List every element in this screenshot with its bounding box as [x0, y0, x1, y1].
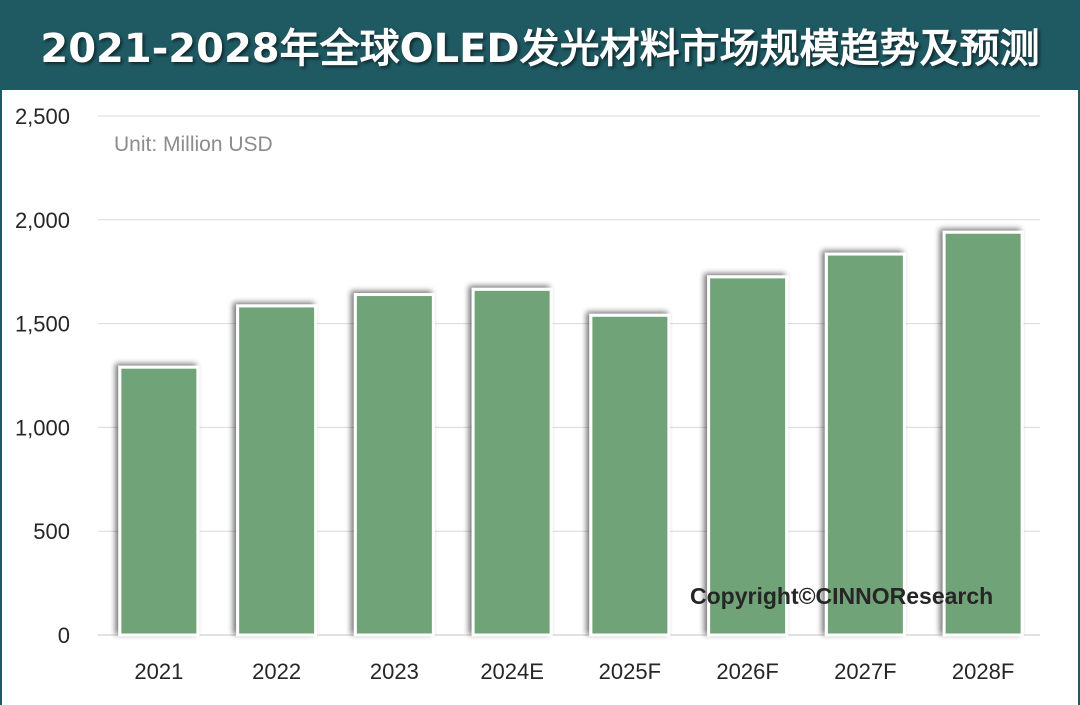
bar-2023 — [353, 293, 435, 637]
y-tick-label: 1,000 — [15, 415, 70, 440]
bar-chart: 0 500 1,000 1,500 2,000 2,500 2021 2022 2023 202… — [15, 104, 1040, 684]
bar-2028f — [942, 230, 1024, 637]
x-tick-label: 2024E — [480, 659, 544, 684]
unit-label: Unit: Million USD — [114, 133, 273, 156]
x-tick-label: 2028F — [952, 659, 1014, 684]
y-tick-label: 500 — [33, 519, 70, 544]
y-tick-label: 0 — [58, 623, 70, 648]
frame-left-border — [0, 90, 2, 705]
bar-2022 — [236, 304, 318, 637]
bar-2027f — [824, 252, 906, 637]
bar-2025f — [589, 313, 671, 637]
x-tick-label: 2022 — [252, 659, 301, 684]
title-bar: 2021-2028年全球OLED发光材料市场规模趋势及预测 — [0, 0, 1080, 90]
y-tick-label: 2,000 — [15, 208, 70, 233]
copyright-watermark: Copyright©CINNOResearch — [690, 583, 994, 609]
x-tick-label: 2026F — [716, 659, 778, 684]
bar-2026f — [707, 275, 789, 637]
x-tick-label: 2021 — [134, 659, 183, 684]
bar-2024e — [471, 287, 553, 637]
x-tick-label: 2023 — [370, 659, 419, 684]
bar-2021 — [118, 365, 200, 637]
chart-title: 2021-2028年全球OLED发光材料市场规模趋势及预测 — [40, 26, 1040, 72]
x-tick-label: 2025F — [599, 659, 661, 684]
y-tick-label: 1,500 — [15, 312, 70, 337]
y-tick-label: 2,500 — [15, 104, 70, 129]
x-tick-label: 2027F — [834, 659, 896, 684]
frame-right-border — [1078, 90, 1080, 705]
